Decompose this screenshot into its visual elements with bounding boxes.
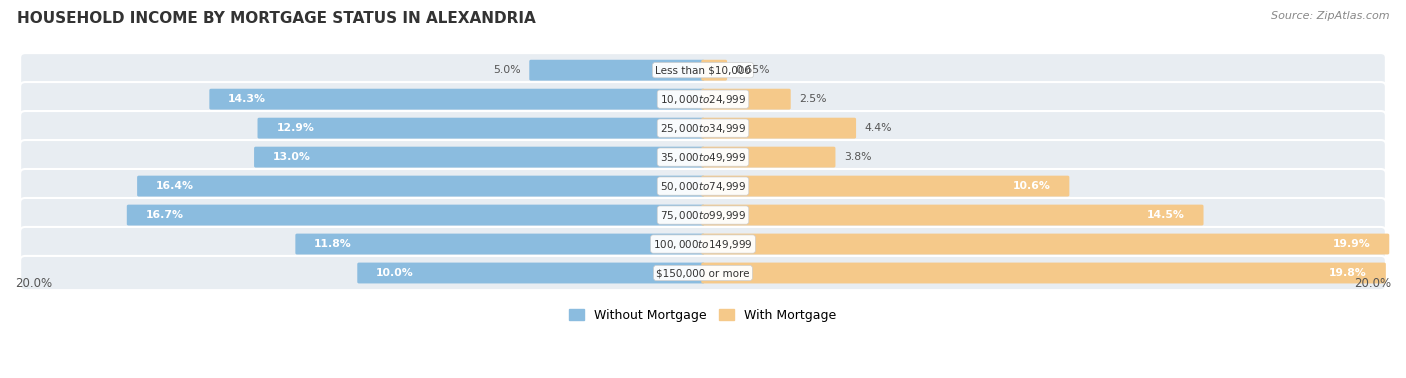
Text: Source: ZipAtlas.com: Source: ZipAtlas.com — [1271, 11, 1389, 21]
Text: $50,000 to $74,999: $50,000 to $74,999 — [659, 180, 747, 192]
Text: 20.0%: 20.0% — [15, 277, 52, 290]
Text: $150,000 or more: $150,000 or more — [657, 268, 749, 278]
FancyBboxPatch shape — [138, 176, 704, 197]
FancyBboxPatch shape — [702, 147, 835, 167]
FancyBboxPatch shape — [702, 89, 790, 110]
Text: 14.5%: 14.5% — [1147, 210, 1185, 220]
Text: $25,000 to $34,999: $25,000 to $34,999 — [659, 122, 747, 135]
FancyBboxPatch shape — [20, 227, 1386, 261]
FancyBboxPatch shape — [127, 204, 704, 226]
FancyBboxPatch shape — [20, 82, 1386, 116]
FancyBboxPatch shape — [20, 140, 1386, 174]
Text: 12.9%: 12.9% — [277, 123, 315, 133]
FancyBboxPatch shape — [702, 234, 1389, 254]
FancyBboxPatch shape — [20, 169, 1386, 203]
Text: 19.8%: 19.8% — [1329, 268, 1367, 278]
FancyBboxPatch shape — [295, 234, 704, 254]
Text: Less than $10,000: Less than $10,000 — [655, 65, 751, 75]
FancyBboxPatch shape — [702, 263, 1386, 284]
FancyBboxPatch shape — [254, 147, 704, 167]
FancyBboxPatch shape — [20, 53, 1386, 87]
Text: 16.7%: 16.7% — [146, 210, 184, 220]
FancyBboxPatch shape — [702, 60, 727, 81]
Text: 13.0%: 13.0% — [273, 152, 311, 162]
Text: 11.8%: 11.8% — [315, 239, 352, 249]
FancyBboxPatch shape — [702, 176, 1070, 197]
Text: $75,000 to $99,999: $75,000 to $99,999 — [659, 209, 747, 222]
FancyBboxPatch shape — [209, 89, 704, 110]
FancyBboxPatch shape — [702, 204, 1204, 226]
Text: 5.0%: 5.0% — [494, 65, 520, 75]
Text: 3.8%: 3.8% — [844, 152, 872, 162]
Text: $35,000 to $49,999: $35,000 to $49,999 — [659, 150, 747, 164]
Text: 10.0%: 10.0% — [377, 268, 413, 278]
Text: 20.0%: 20.0% — [1354, 277, 1391, 290]
Legend: Without Mortgage, With Mortgage: Without Mortgage, With Mortgage — [564, 304, 842, 327]
FancyBboxPatch shape — [257, 118, 704, 139]
FancyBboxPatch shape — [529, 60, 704, 81]
Text: $10,000 to $24,999: $10,000 to $24,999 — [659, 93, 747, 106]
FancyBboxPatch shape — [702, 118, 856, 139]
Text: 4.4%: 4.4% — [865, 123, 893, 133]
Text: 10.6%: 10.6% — [1012, 181, 1050, 191]
Text: 14.3%: 14.3% — [228, 94, 266, 104]
FancyBboxPatch shape — [20, 256, 1386, 290]
FancyBboxPatch shape — [357, 263, 704, 284]
Text: 0.65%: 0.65% — [735, 65, 770, 75]
FancyBboxPatch shape — [20, 198, 1386, 232]
FancyBboxPatch shape — [20, 111, 1386, 145]
Text: $100,000 to $149,999: $100,000 to $149,999 — [654, 237, 752, 251]
Text: HOUSEHOLD INCOME BY MORTGAGE STATUS IN ALEXANDRIA: HOUSEHOLD INCOME BY MORTGAGE STATUS IN A… — [17, 11, 536, 26]
Text: 19.9%: 19.9% — [1333, 239, 1371, 249]
Text: 16.4%: 16.4% — [156, 181, 194, 191]
Text: 2.5%: 2.5% — [800, 94, 827, 104]
